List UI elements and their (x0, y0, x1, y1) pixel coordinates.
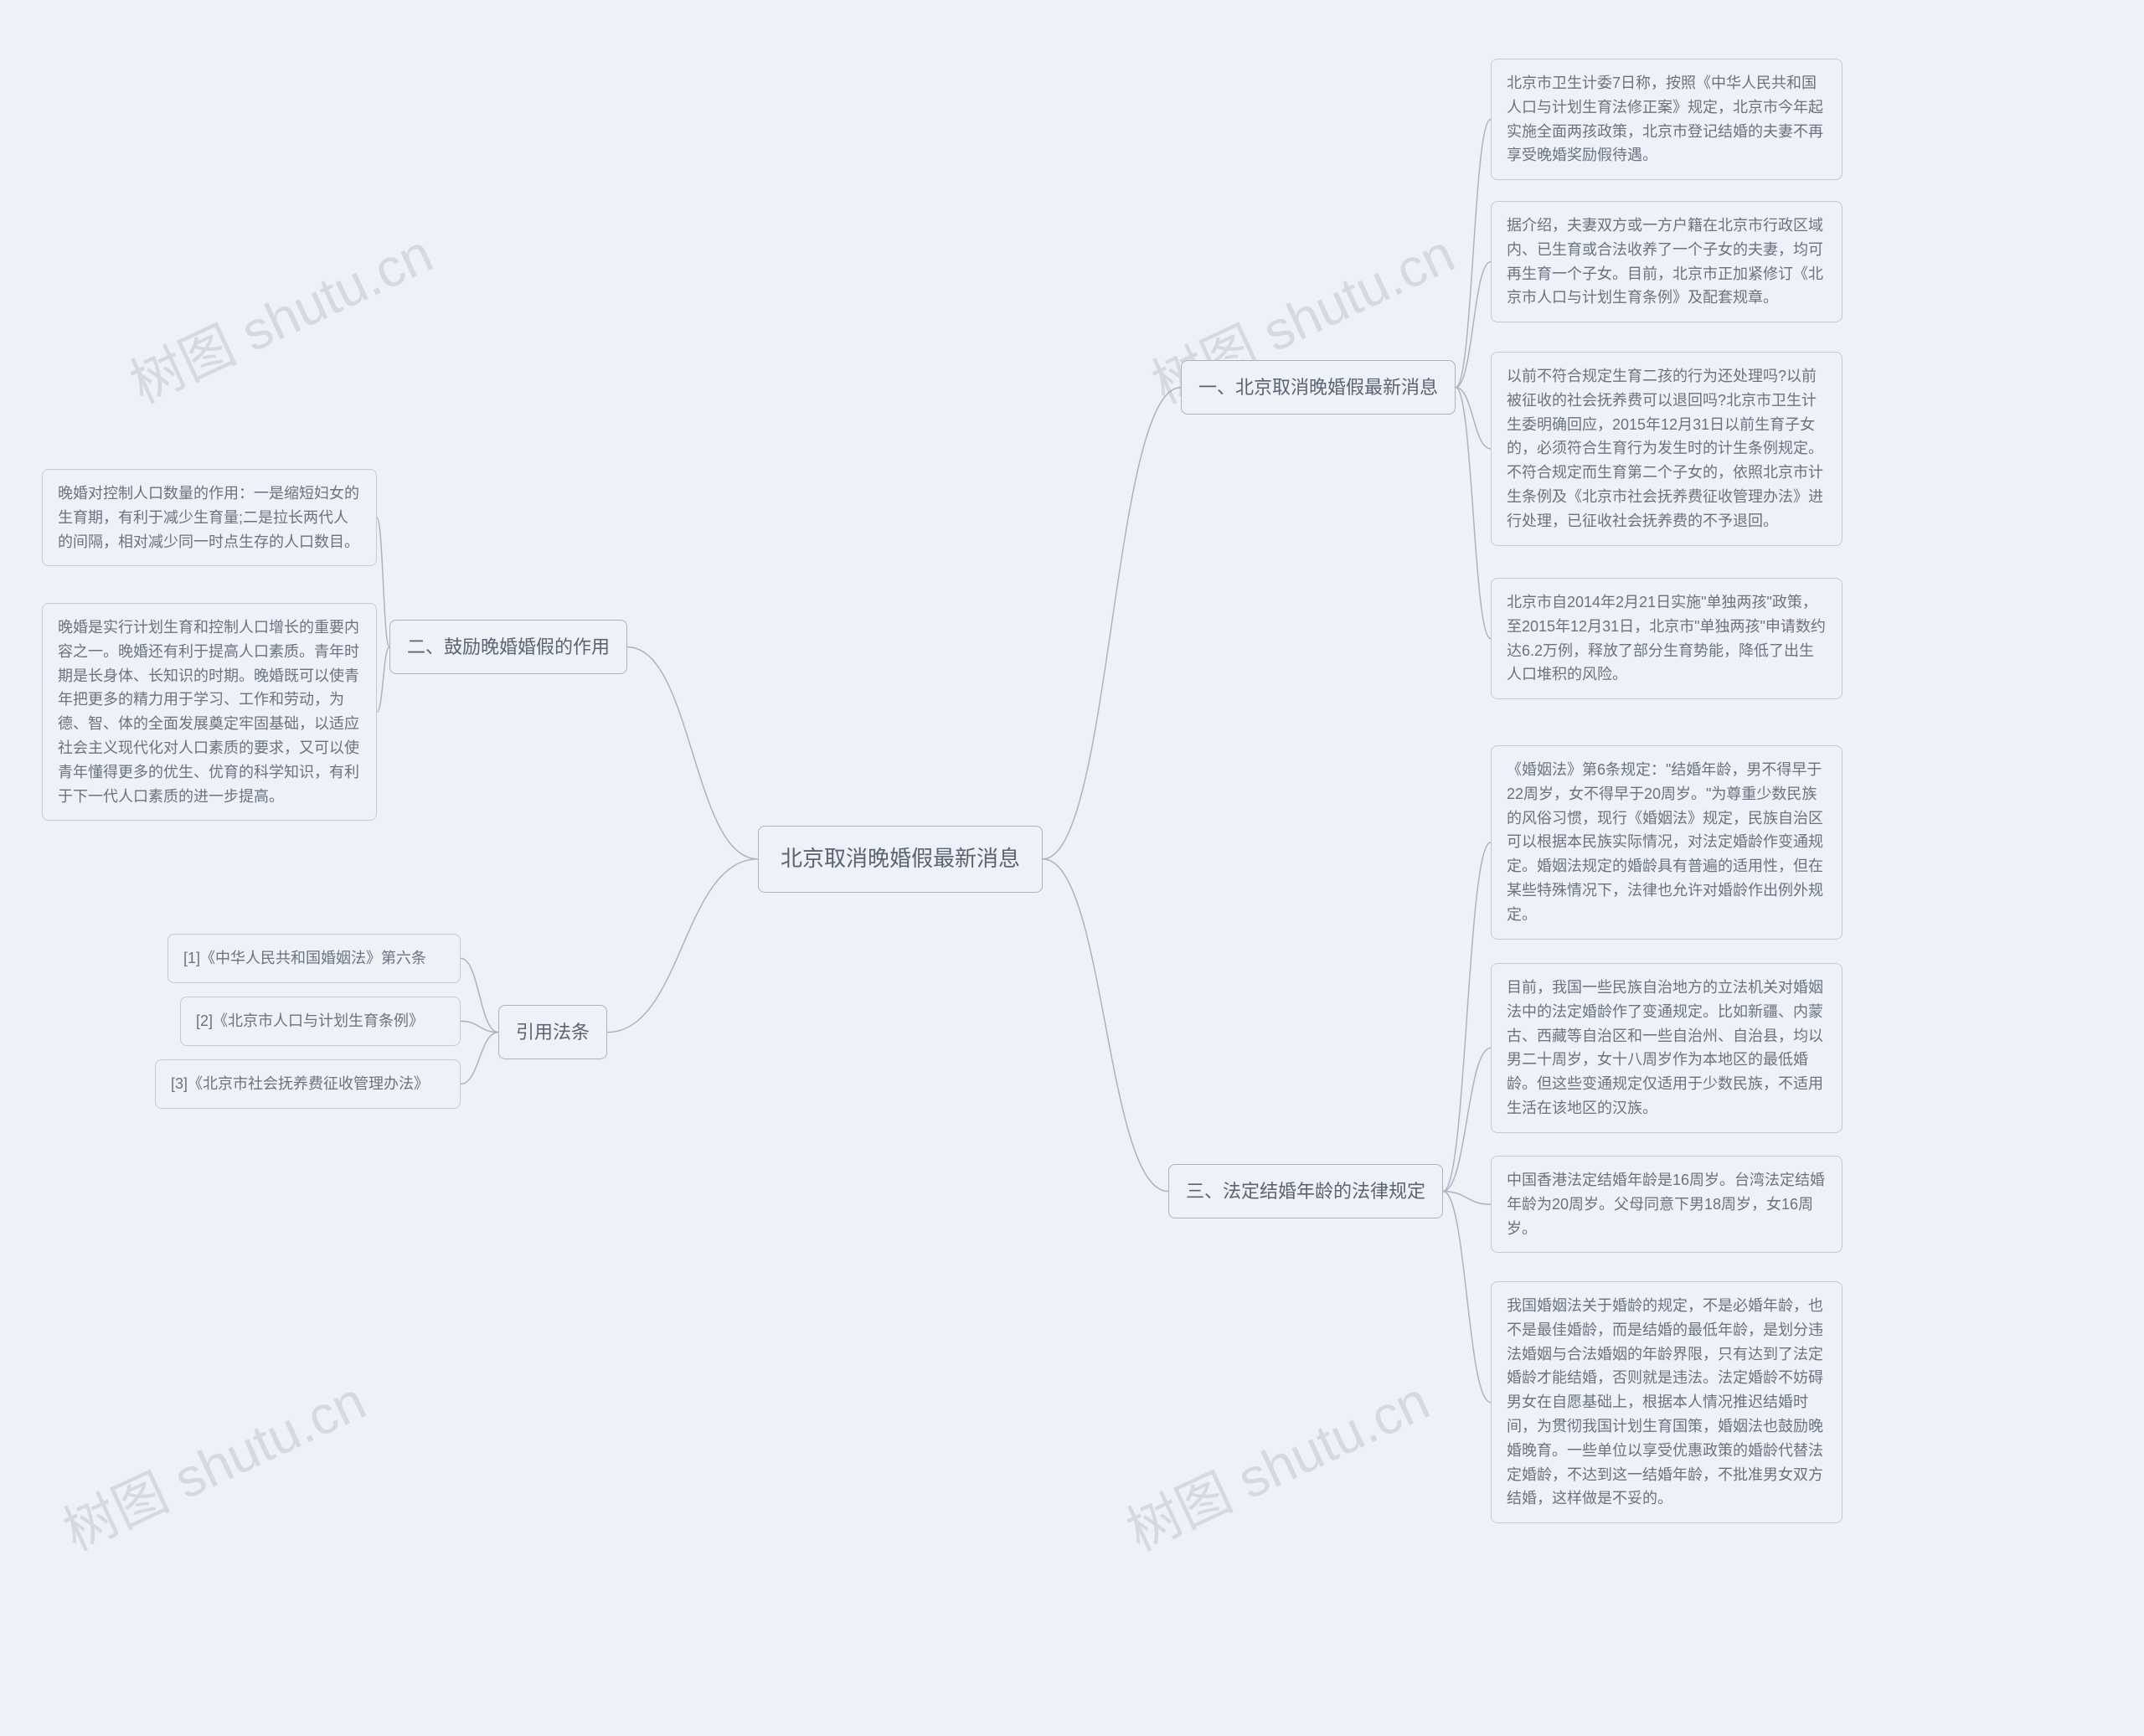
leaf-node: [2]《北京市人口与计划生育条例》 (180, 997, 461, 1046)
leaf-node: 晚婚对控制人口数量的作用：一是缩短妇女的生育期，有利于减少生育量;二是拉长两代人… (42, 469, 377, 566)
leaf-node: 中国香港法定结婚年龄是16周岁。台湾法定结婚年龄为20周岁。父母同意下男18周岁… (1491, 1156, 1842, 1253)
leaf-node: 《婚姻法》第6条规定："结婚年龄，男不得早于22周岁，女不得早于20周岁。"为尊… (1491, 745, 1842, 940)
watermark: 树图 shutu.cn (49, 1358, 376, 1565)
leaf-node: 北京市自2014年2月21日实施"单独两孩"政策，至2015年12月31日，北京… (1491, 578, 1842, 699)
branch-node[interactable]: 引用法条 (498, 1005, 607, 1059)
leaf-node: 我国婚姻法关于婚龄的规定，不是必婚年龄，也不是最佳婚龄，而是结婚的最低年龄，是划… (1491, 1281, 1842, 1523)
leaf-node: 据介绍，夫妻双方或一方户籍在北京市行政区域内、已生育或合法收养了一个子女的夫妻，… (1491, 201, 1842, 322)
leaf-node: [3]《北京市社会抚养费征收管理办法》 (155, 1059, 461, 1109)
branch-node[interactable]: 一、北京取消晚婚假最新消息 (1181, 360, 1456, 415)
branch-node[interactable]: 二、鼓励晚婚婚假的作用 (389, 620, 627, 674)
watermark: 树图 shutu.cn (1113, 1358, 1440, 1565)
center-node[interactable]: 北京取消晚婚假最新消息 (758, 826, 1043, 893)
branch-node[interactable]: 三、法定结婚年龄的法律规定 (1168, 1164, 1443, 1218)
leaf-node: 晚婚是实行计划生育和控制人口增长的重要内容之一。晚婚还有利于提高人口素质。青年时… (42, 603, 377, 821)
leaf-node: 北京市卫生计委7日称，按照《中华人民共和国人口与计划生育法修正案》规定，北京市今… (1491, 59, 1842, 180)
mindmap-canvas: 树图 shutu.cn 树图 shutu.cn 树图 shutu.cn 树图 s… (0, 0, 2144, 1736)
watermark: 树图 shutu.cn (116, 211, 443, 418)
leaf-node: 目前，我国一些民族自治地方的立法机关对婚姻法中的法定婚龄作了变通规定。比如新疆、… (1491, 963, 1842, 1133)
leaf-node: [1]《中华人民共和国婚姻法》第六条 (168, 934, 461, 983)
leaf-node: 以前不符合规定生育二孩的行为还处理吗?以前被征收的社会抚养费可以退回吗?北京市卫… (1491, 352, 1842, 546)
